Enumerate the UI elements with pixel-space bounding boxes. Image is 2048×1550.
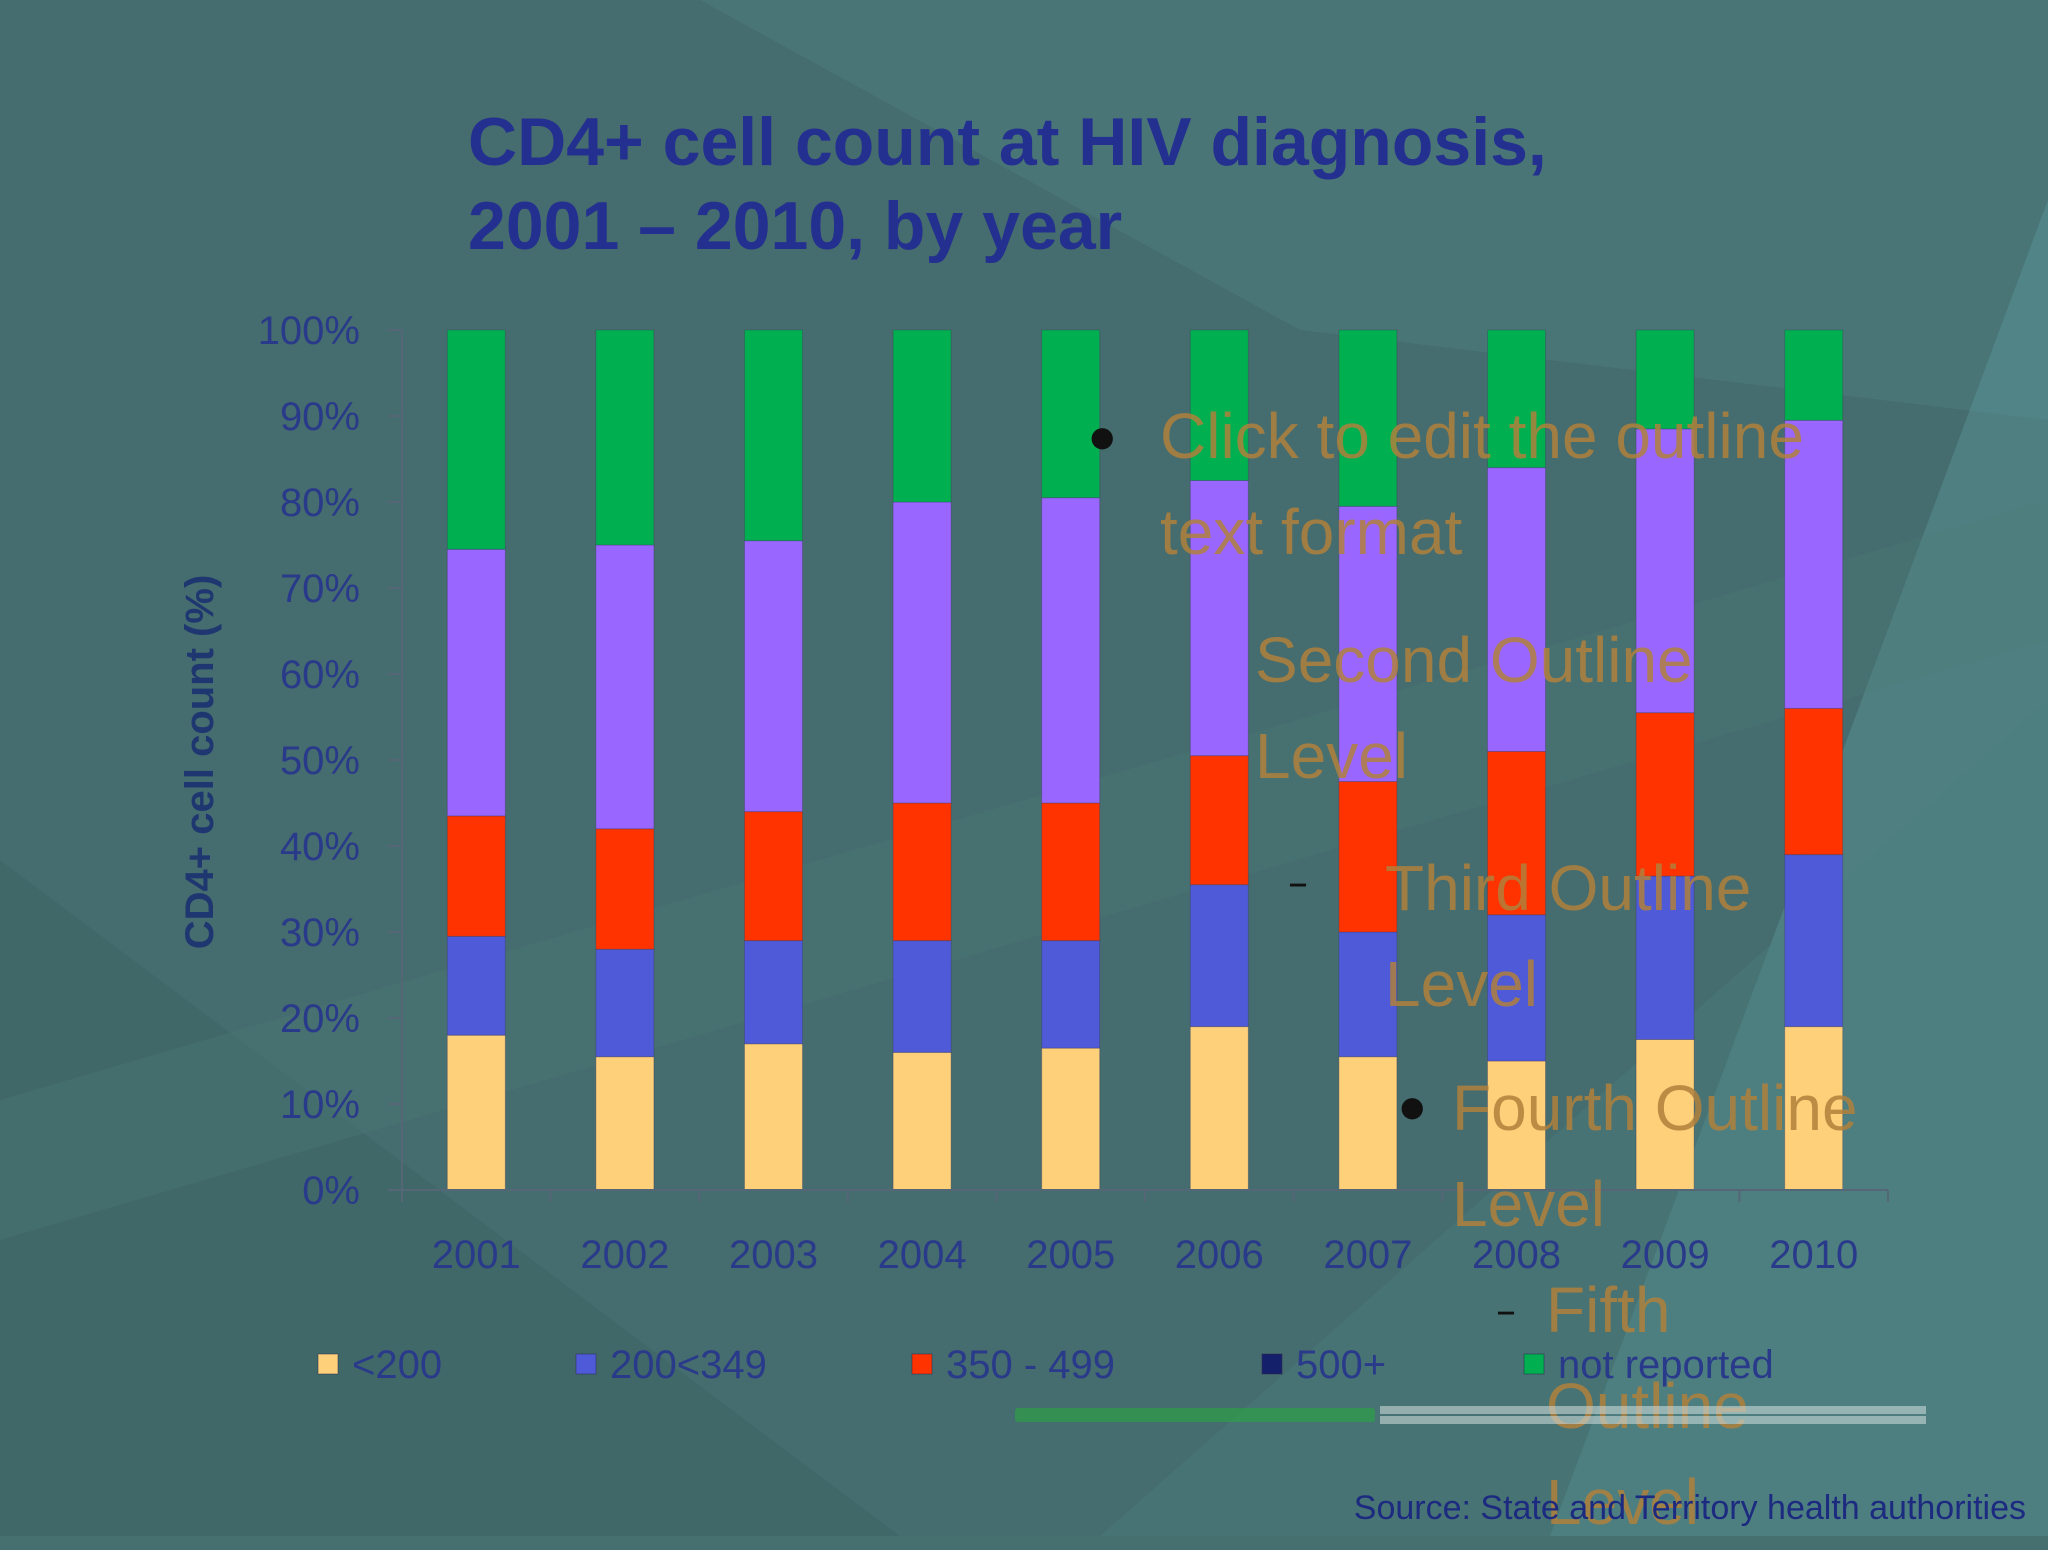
bar-segment-2008-s0 [1487,1060,1546,1191]
bar-segment-2008-s4 [1487,329,1546,469]
placeholder-dash-5: – [1496,1288,1516,1334]
placeholder-level-3: Third Outline Level [1385,852,1752,1020]
y-tick-label: 0% [302,1169,360,1213]
bar-segment-2006-s0 [1189,1026,1249,1191]
legend-label: not reported [1558,1343,1774,1387]
bar-segment-2006-s3 [1189,480,1249,757]
bar-segment-2001-s2 [446,815,506,937]
y-axis-ticks: 0% 10% 20% 30% 40% 50% 60% 70% 80% 90% 100% [258,309,402,1213]
bar-segment-2009-s4 [1635,329,1695,430]
placeholder-level-4: Fourth Outline Level [1452,1072,1858,1240]
legend-swatch [1261,1353,1283,1375]
bar-segment-2006-s2 [1189,755,1249,886]
placeholder-level-2: Second Outline Level [1255,624,1693,792]
bar-segment-2005-s1 [1041,940,1101,1049]
bar-segment-2009-s2 [1635,712,1695,877]
bar-segment-2003-s3 [744,540,803,813]
bar-segment-2005-s0 [1041,1047,1101,1191]
legend-swatch [575,1353,597,1375]
placeholder-bullet-1: ● [1090,420,1115,453]
legend-label: 500+ [1296,1343,1386,1387]
bar-segment-2010-s1 [1784,854,1844,1028]
x-tick-label: 2010 [1769,1233,1858,1277]
x-tick-label: 2007 [1323,1233,1412,1277]
bar-segment-2002-s1 [595,948,655,1058]
x-tick-label: 2009 [1621,1233,1710,1277]
chart-bars [446,329,1844,1191]
x-tick-label: 2003 [729,1233,818,1277]
bar-segment-2002-s4 [595,329,655,546]
placeholder-bullet-4: ● [1400,1090,1425,1123]
bar-segment-2007-s0 [1338,1056,1398,1191]
slide-title-line-2: 2001 – 2010, by year [468,188,1123,264]
bar-segment-2001-s4 [446,329,506,550]
bar-segment-2004-s2 [892,802,952,942]
x-tick-label: 2004 [878,1233,967,1277]
y-tick-label: 80% [280,481,360,525]
legend-swatch [1523,1353,1545,1375]
bar-segment-2002-s0 [595,1056,655,1191]
legend-label: 350 - 499 [946,1343,1115,1387]
bar-segment-2006-s4 [1189,329,1249,481]
bar-segment-2005-s3 [1041,497,1101,804]
bar-segment-2005-s4 [1041,329,1101,499]
placeholder-dash-3: – [1288,860,1308,906]
y-tick-label: 90% [280,395,360,439]
bar-segment-2006-s1 [1189,884,1249,1028]
slide-title-line-1: CD4+ cell count at HIV diagnosis, [468,104,1547,180]
bar-segment-2008-s3 [1487,467,1546,752]
bar-segment-2004-s3 [892,501,952,804]
bar-segment-2009-s1 [1635,875,1695,1040]
y-tick-label: 40% [280,825,360,869]
x-tick-label: 2006 [1175,1233,1264,1277]
bar-segment-2005-s2 [1041,802,1101,942]
y-tick-label: 30% [280,911,360,955]
bar-segment-2003-s1 [744,940,803,1045]
bar-segment-2008-s1 [1487,914,1546,1062]
source-note: Source: State and Territory health autho… [1353,1489,2026,1527]
bar-segment-2001-s3 [446,548,506,817]
bar-segment-2004-s4 [892,329,952,503]
slide-title: CD4+ cell count at HIV diagnosis, 2001 –… [468,100,1868,268]
bar-segment-2002-s3 [595,544,655,830]
bar-segment-2004-s1 [892,940,952,1053]
x-axis-ticks: 2001 2002 2003 2004 2005 2006 2007 2008 2009 2010 [401,1190,1889,1277]
bar-segment-2001-s1 [446,935,506,1036]
x-tick-label: 2008 [1472,1233,1561,1277]
napwha-logo [1015,1406,1927,1424]
bar-segment-2010-s4 [1784,329,1844,421]
legend-swatch [317,1353,339,1375]
y-tick-label: 10% [280,1083,360,1127]
bar-segment-2003-s4 [744,329,803,542]
bar-segment-2001-s0 [446,1034,506,1191]
y-tick-label: 50% [280,739,360,783]
y-tick-label: 100% [258,309,360,353]
legend-swatch [911,1353,933,1375]
bar-segment-2003-s2 [744,811,803,942]
y-tick-label: 70% [280,567,360,611]
bar-segment-2007-s4 [1338,329,1398,507]
bar-segment-2010-s3 [1784,419,1844,709]
y-tick-label: 20% [280,997,360,1041]
bar-segment-2002-s2 [595,828,655,950]
bar-segment-2004-s0 [892,1051,952,1191]
x-tick-label: 2001 [432,1233,521,1277]
legend-label: 200<349 [610,1343,767,1387]
chart-legend: <200 200<349 350 - 499 500+ not reported [317,1343,1774,1387]
bar-segment-2007-s2 [1338,781,1398,933]
bar-segment-2003-s0 [744,1043,803,1191]
y-tick-label: 60% [280,653,360,697]
y-axis-title: CD4+ cell count (%) [178,575,222,950]
x-tick-label: 2002 [580,1233,669,1277]
placeholder-level-1: Click to edit the outline text format [1160,400,1804,568]
bar-segment-2007-s1 [1338,931,1398,1058]
bar-segment-2008-s2 [1487,750,1546,916]
legend-label: <200 [352,1343,442,1387]
bar-segment-2009-s0 [1635,1039,1695,1191]
x-tick-label: 2005 [1026,1233,1115,1277]
bar-segment-2010-s2 [1784,707,1844,856]
